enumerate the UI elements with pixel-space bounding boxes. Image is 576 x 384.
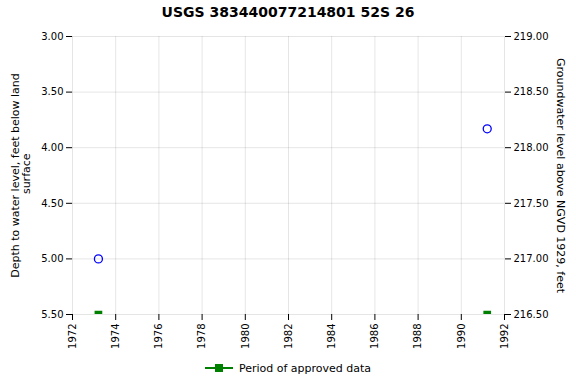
svg-text:1992: 1992 (499, 324, 510, 349)
svg-text:5.00: 5.00 (41, 253, 63, 264)
svg-text:1974: 1974 (110, 324, 121, 349)
svg-text:1972: 1972 (67, 324, 78, 349)
svg-text:3.50: 3.50 (41, 86, 63, 97)
svg-text:3.00: 3.00 (41, 31, 63, 42)
svg-text:4.50: 4.50 (41, 198, 63, 209)
svg-text:Groundwater level above NGVD 1: Groundwater level above NGVD 1929, feet (554, 58, 567, 294)
svg-text:216.50: 216.50 (514, 309, 549, 320)
svg-text:217.00: 217.00 (514, 253, 549, 264)
svg-text:1976: 1976 (153, 324, 164, 349)
svg-text:1990: 1990 (456, 324, 467, 349)
svg-text:4.00: 4.00 (41, 142, 63, 153)
svg-text:1982: 1982 (283, 324, 294, 349)
svg-text:Depth to water level, feet bel: Depth to water level, feet below land su… (9, 73, 33, 278)
html-text:Period of approved data: Period of approved data (238, 361, 372, 375)
svg-text:1986: 1986 (369, 324, 380, 349)
svg-text:218.00: 218.00 (514, 142, 549, 153)
svg-text:1988: 1988 (412, 324, 423, 349)
svg-text:1978: 1978 (196, 324, 207, 349)
svg-text:219.00: 219.00 (514, 31, 549, 42)
svg-text:1980: 1980 (240, 324, 251, 349)
svg-text:1984: 1984 (326, 324, 337, 349)
svg-text:217.50: 217.50 (514, 198, 549, 209)
svg-text:5.50: 5.50 (41, 309, 63, 320)
svg-text:218.50: 218.50 (514, 86, 549, 97)
html-text:USGS 383440077214801 52S 26: USGS 383440077214801 52S 26 (161, 4, 415, 20)
